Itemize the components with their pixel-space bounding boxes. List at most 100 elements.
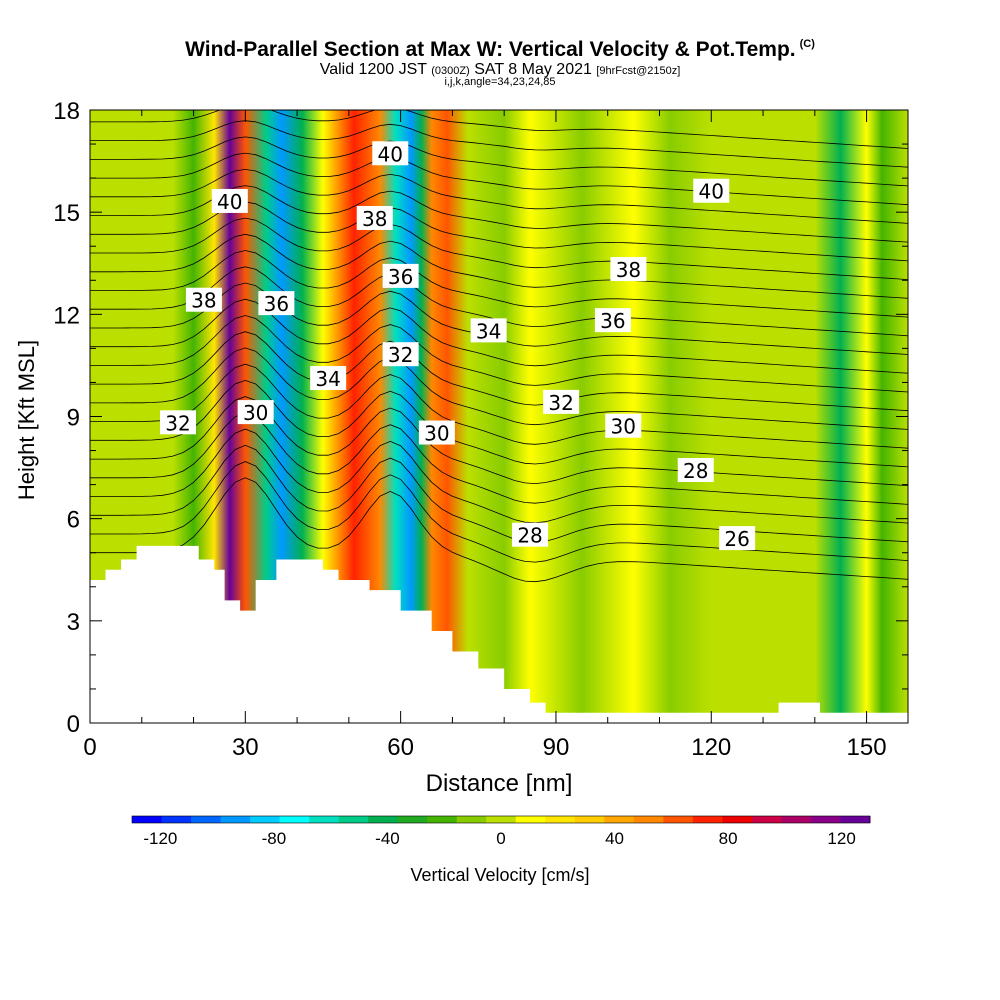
isotherm-line — [90, 233, 908, 299]
isotherm-line — [90, 120, 908, 168]
isotherm-label-text: 38 — [362, 207, 387, 231]
y-tick-label: 18 — [53, 98, 80, 125]
isotherm-label-bg — [605, 413, 642, 438]
isotherm-line — [90, 461, 908, 563]
colorbar-swatch — [368, 816, 399, 823]
isotherm-line — [90, 315, 908, 393]
colorbar-swatch — [751, 816, 782, 823]
isotherm-labels: 40 40 40 38 38 38 36 36 36 34 34 32 32 32 30 30 30 28 28 26 — [160, 141, 756, 551]
terrain-mask — [90, 545, 908, 723]
y-tick-label: 12 — [53, 302, 80, 329]
isotherm-label-bg — [356, 205, 393, 230]
isotherm-label-text: 30 — [611, 415, 636, 439]
colorbar-swatch — [161, 816, 192, 823]
isotherm-label: 32 — [382, 342, 419, 367]
isotherm-label-text: 32 — [548, 391, 573, 415]
isotherm-label: 38 — [185, 287, 222, 313]
colorbar-swatch — [279, 816, 310, 823]
colorbar-tick-label: -80 — [262, 829, 287, 848]
isotherm-line — [90, 110, 908, 149]
copyright-mark: (C) — [799, 38, 815, 50]
y-tick-label: 0 — [67, 711, 80, 738]
x-tick-label: 90 — [543, 734, 570, 761]
colorbar-tick-label: -120 — [143, 829, 177, 848]
x-axis-label: Distance [nm] — [426, 770, 573, 797]
isotherm-label-bg — [610, 257, 647, 282]
colorbar-swatch — [309, 816, 340, 823]
isotherm-label-text: 28 — [517, 524, 542, 548]
isotherm-label-bg — [470, 318, 507, 343]
isotherm-label-bg — [512, 522, 549, 547]
isotherm-label-text: 38 — [616, 258, 641, 282]
isotherm-label: 32 — [543, 389, 580, 415]
x-axis: 0 30 60 90 120 150 — [83, 110, 887, 761]
isotherm-label: 36 — [594, 308, 631, 333]
isotherm-label: 34 — [470, 318, 507, 343]
isotherm-label-text: 40 — [378, 142, 403, 166]
isotherm-label-text: 40 — [699, 180, 724, 204]
isotherm-label-text: 36 — [600, 309, 625, 333]
y-axis-label: Height [Kft MSL] — [14, 340, 39, 500]
colorbar-swatch — [604, 816, 635, 823]
isotherm-label-bg — [677, 457, 714, 482]
isotherm-label-bg — [719, 526, 756, 551]
valid-date: SAT 8 May 2021 — [474, 61, 592, 78]
isotherm-label-bg — [543, 389, 580, 414]
x-tick-label: 30 — [232, 734, 259, 761]
y-tick-label: 9 — [67, 405, 80, 432]
colorbar-swatch — [692, 816, 723, 823]
isotherm-line — [90, 412, 908, 505]
isotherm-label-bg — [418, 420, 455, 445]
isotherm-label-text: 30 — [424, 422, 449, 446]
isotherm-line — [90, 250, 908, 318]
isotherm-line — [90, 428, 908, 524]
colorbar-swatch — [338, 816, 369, 823]
isotherm-label-text: 40 — [217, 190, 242, 214]
colorbar-tick-label: 0 — [496, 829, 505, 848]
isotherm-label: 40 — [211, 188, 248, 214]
colorbar-tick-label: 120 — [827, 829, 855, 848]
chart-title-text: Wind-Parallel Section at Max W: Vertical… — [185, 38, 796, 61]
isotherm-line — [90, 331, 908, 412]
isotherm-label-text: 28 — [683, 459, 708, 483]
valid-time: Valid 1200 JST — [319, 61, 427, 78]
isotherm-label-bg — [382, 263, 419, 288]
isotherm-label: 28 — [512, 522, 549, 548]
colorbar-swatch — [486, 816, 517, 823]
isotherm-label-bg — [382, 342, 419, 367]
isotherm-label-text: 26 — [724, 527, 749, 551]
isotherm-label: 30 — [605, 413, 642, 439]
isotherm-label: 28 — [677, 457, 714, 483]
forecast-info: [9hrFcst@2150z] — [596, 65, 681, 77]
isotherm-label-bg — [693, 178, 730, 203]
colorbar-tick-label: 40 — [605, 829, 624, 848]
colorbar-swatch — [722, 816, 753, 823]
colorbar-swatch — [515, 816, 546, 823]
isotherm-label-bg — [258, 291, 295, 316]
x-tick-label: 150 — [847, 734, 887, 761]
plot-area: 40 40 40 38 38 38 36 36 36 34 34 32 32 32 30 30 30 28 28 26 — [90, 110, 908, 723]
isotherm-line — [90, 298, 908, 374]
isotherm-lines — [90, 110, 908, 583]
isotherm-line — [90, 347, 908, 430]
isotherm-label-bg — [160, 410, 197, 435]
colorbar-swatch — [220, 816, 251, 823]
colorbar-swatch — [781, 816, 812, 823]
isotherm-label: 30 — [237, 400, 274, 425]
valid-utc: (0300Z) — [431, 65, 470, 77]
y-tick-label: 6 — [67, 507, 80, 534]
isotherm-label-bg — [237, 400, 274, 425]
colorbar-swatch — [250, 816, 281, 823]
colorbar-swatch — [545, 816, 576, 823]
colorbar-swatch — [132, 816, 163, 823]
y-tick-label: 3 — [67, 609, 80, 636]
colorbar-swatch — [840, 816, 871, 823]
isotherm-line — [90, 217, 908, 280]
isotherm-label-text: 34 — [315, 367, 340, 391]
colorbar-swatch — [810, 816, 841, 823]
isotherm-label-text: 34 — [476, 319, 501, 343]
colorbar-tick-label: 80 — [719, 829, 738, 848]
isotherm-label-text: 36 — [264, 292, 289, 316]
isotherm-label-bg — [594, 308, 631, 333]
